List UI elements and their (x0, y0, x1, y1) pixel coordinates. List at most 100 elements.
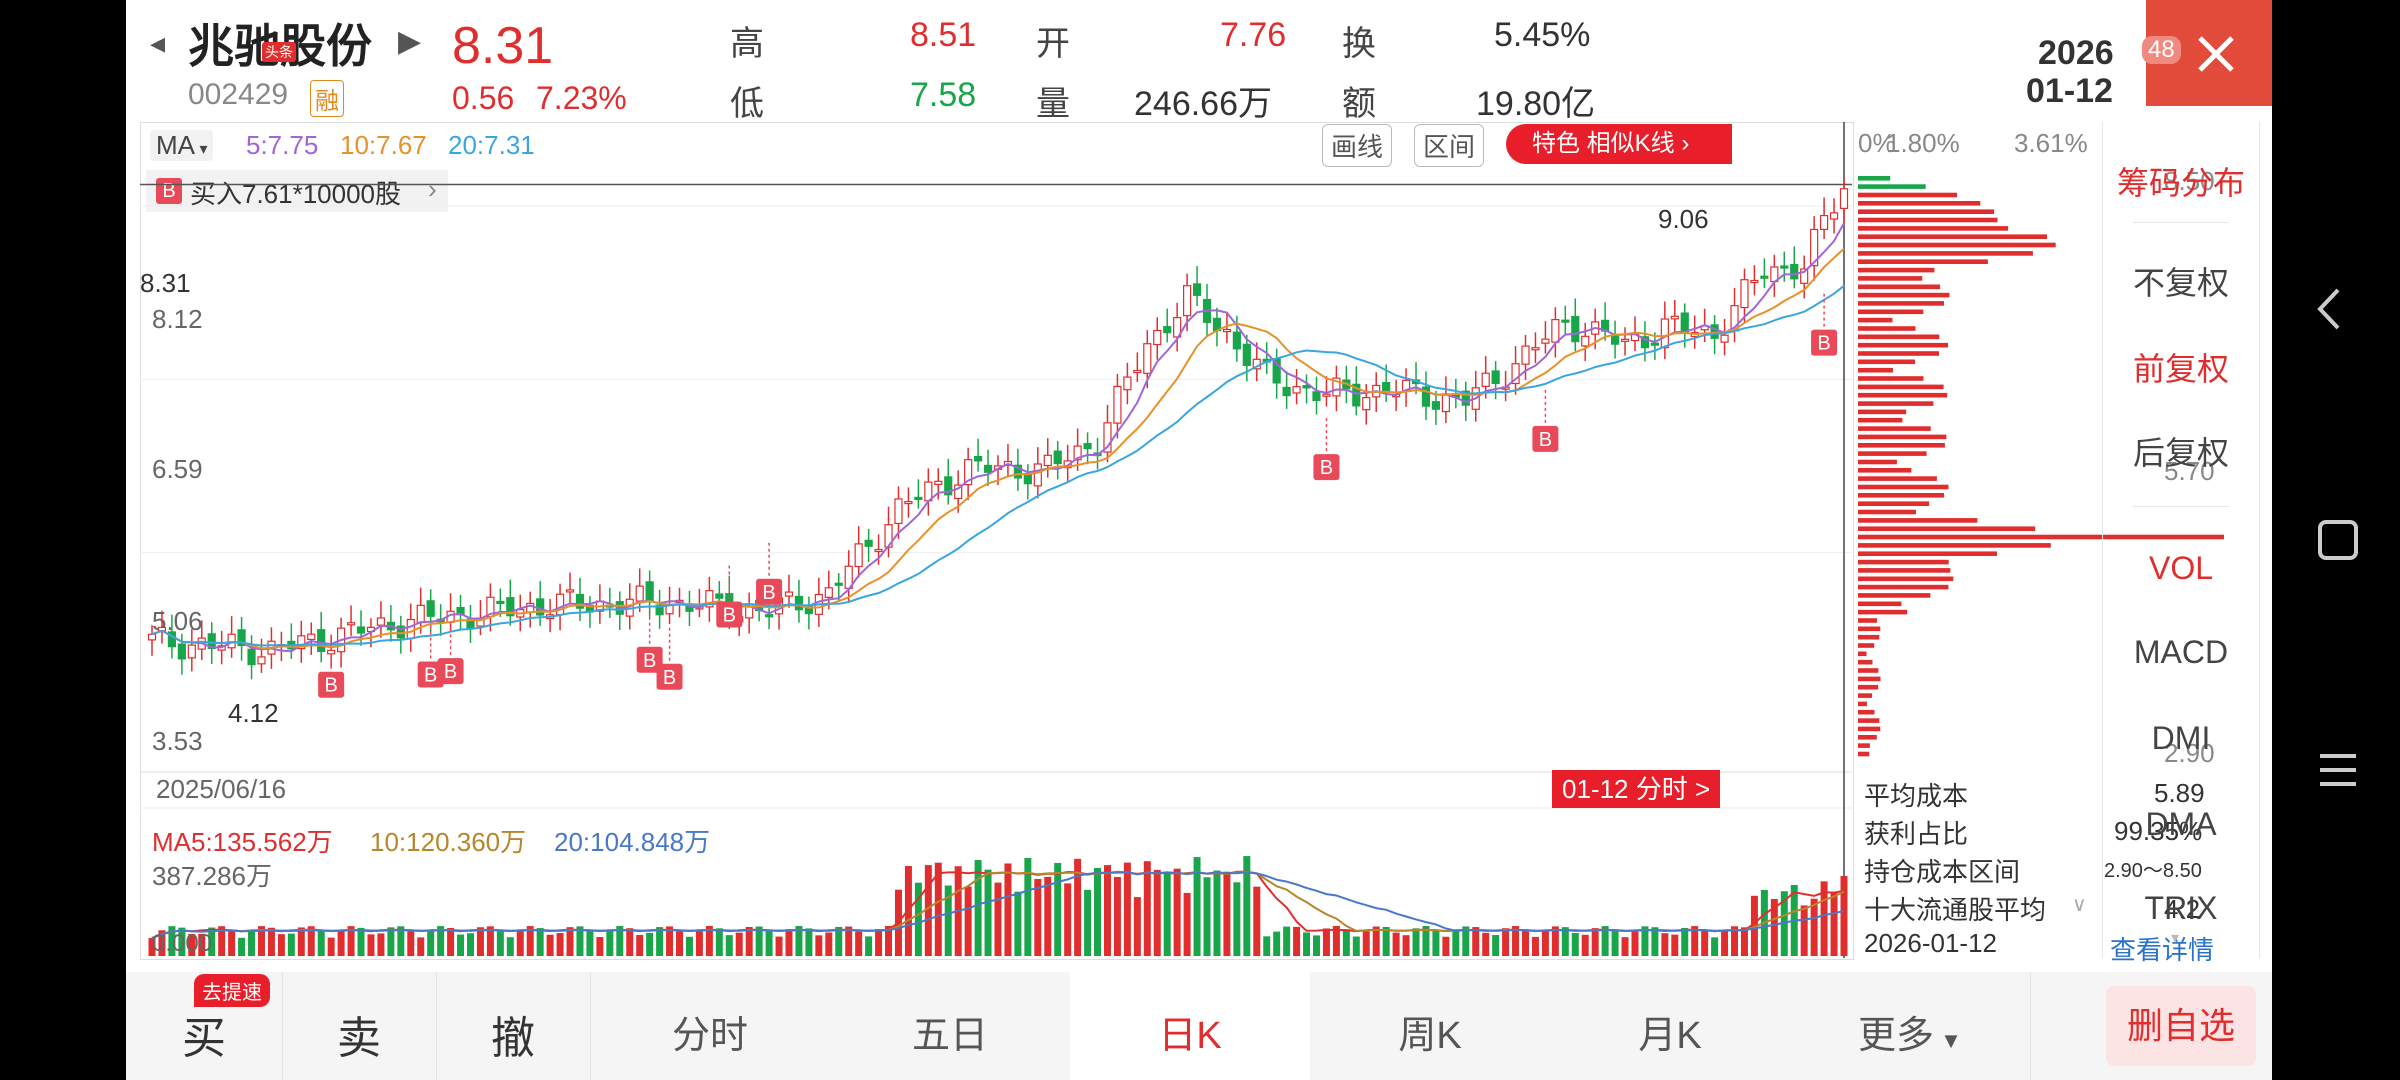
chip-bar (1858, 334, 1940, 340)
buy-marker-badge (656, 663, 683, 690)
candle-body (1839, 188, 1849, 209)
top10-label[interactable]: 十大流通股平均 (1864, 895, 2047, 925)
volume-bar (775, 936, 783, 956)
nav-back-icon[interactable] (2310, 284, 2350, 334)
chip-bar (1858, 242, 2056, 248)
volume-bar (1382, 926, 1390, 956)
chip-bar (1858, 392, 1948, 398)
tab-five-day[interactable]: 五日 (911, 1015, 988, 1057)
chip-bar (1858, 459, 1897, 465)
volume-bar (1661, 933, 1669, 956)
candle-body (973, 455, 983, 462)
candle-body (227, 633, 236, 649)
volume-bar (536, 928, 544, 956)
close-panel[interactable]: 48 (2142, 0, 2272, 106)
start-date-label: 2025/06/16 (156, 774, 287, 804)
menu-macd[interactable]: MACD (2133, 634, 2229, 670)
candle-body (307, 633, 316, 641)
volume-bar (1581, 934, 1589, 956)
menu-chip-distribution[interactable]: 筹码分布 (2116, 165, 2245, 201)
candle-body (356, 626, 366, 634)
volume-bar (1412, 928, 1420, 956)
tab-monthly-k[interactable]: 月K (1638, 1015, 1702, 1057)
menu-backward-adjust[interactable]: 后复权 (2132, 435, 2229, 471)
buy-marker-label: B (424, 665, 437, 687)
volume-bar (1701, 929, 1709, 956)
volume-bar (1113, 876, 1121, 956)
view-detail-link[interactable]: 查看详情 (2110, 935, 2215, 965)
volume-bar (1631, 930, 1639, 956)
volume-bar (427, 929, 435, 956)
volume-bar (1681, 927, 1689, 956)
volume-bar (417, 937, 425, 956)
ma-selector[interactable]: MA ▾ (150, 130, 214, 161)
chip-pct-label-1: 0% (1858, 128, 1896, 158)
candle-body (1491, 370, 1500, 385)
volume-bar (1651, 927, 1659, 956)
remove-watchlist-button[interactable]: 删自选 (2106, 986, 2256, 1066)
candle-body (1282, 386, 1291, 397)
menu-dma[interactable]: DMA (2145, 806, 2217, 842)
tab-daily-k[interactable]: 日K (1158, 1015, 1222, 1057)
sell-button[interactable]: 卖 (337, 1014, 381, 1063)
chip-bar (1858, 559, 1949, 565)
volume-bar (1402, 935, 1410, 956)
volume-bar (685, 936, 693, 956)
volume-bar (805, 928, 813, 956)
chip-bar (1858, 651, 1867, 657)
volume-bar (1691, 926, 1699, 956)
volume-bar (317, 930, 325, 956)
profit-value: 99.35% (2114, 816, 2203, 846)
tab-intraday[interactable]: 分时 (671, 1015, 748, 1057)
volume-bar (158, 930, 166, 956)
similar-kline-button[interactable]: 特色 相似K线 › (1506, 124, 1732, 164)
intraday-button[interactable]: 01-12 分时 > (1552, 770, 1721, 808)
buy-button[interactable]: 买 (182, 1014, 226, 1063)
buy-marker-badge (1313, 454, 1340, 481)
chevron-down-icon[interactable]: ▾ (2171, 930, 2180, 947)
menu-dmi[interactable]: DMI (2151, 720, 2211, 756)
candle-body (874, 548, 883, 553)
volume-bar (1372, 926, 1380, 956)
menu-forward-adjust[interactable]: 前复权 (2132, 351, 2229, 387)
draw-line-button[interactable]: 画线 (1322, 124, 1393, 167)
close-icon[interactable] (2194, 32, 2238, 76)
volume-bar (1193, 857, 1201, 956)
price-axis-label-2: 6.59 (152, 454, 203, 484)
chip-bar (1858, 543, 2051, 548)
sell-tab-box (282, 972, 437, 1080)
candle-body (784, 591, 794, 597)
chip-bar (1858, 443, 1945, 448)
tab-weekly-k[interactable]: 周K (1398, 1015, 1462, 1057)
chip-bar (1858, 534, 2224, 540)
volume-bar (1810, 898, 1818, 956)
volume-bar (198, 933, 206, 956)
candle-body (1571, 315, 1580, 343)
nav-home-icon[interactable] (2316, 518, 2360, 562)
right-menu: 筹码分布 不复权 前复权 后复权 VOL MACD DMI DMA TRIX ▾ (2102, 122, 2260, 958)
buy-tab-box (126, 972, 283, 1080)
candle-body (1640, 336, 1650, 349)
volume-bar (287, 933, 295, 956)
chip-bar (1858, 267, 1935, 273)
volume-bar (1352, 936, 1360, 956)
volume-bar (785, 929, 793, 956)
volume-bar (1223, 871, 1231, 956)
back-icon[interactable]: ◂ (150, 27, 166, 60)
range-button[interactable]: 区间 (1414, 124, 1485, 167)
cancel-order-button[interactable]: 撤 (491, 1014, 535, 1063)
candle-body (904, 501, 913, 505)
menu-trix[interactable]: TRIX (2144, 890, 2218, 926)
chip-bar (1858, 201, 1981, 206)
volume-bar (1731, 926, 1739, 956)
menu-vol[interactable]: VOL (2148, 550, 2214, 586)
nav-menu-icon[interactable] (2316, 748, 2360, 792)
candle-body (346, 622, 356, 626)
next-stock-icon[interactable]: ▶ (398, 25, 422, 58)
chevron-down-icon[interactable]: ∨ (2072, 894, 2087, 916)
tab-more[interactable]: 更多 ▼ (1790, 1004, 2030, 1059)
volume-bar (1482, 932, 1490, 956)
menu-no-adjust[interactable]: 不复权 (2132, 265, 2229, 301)
candle-body (1033, 463, 1042, 487)
